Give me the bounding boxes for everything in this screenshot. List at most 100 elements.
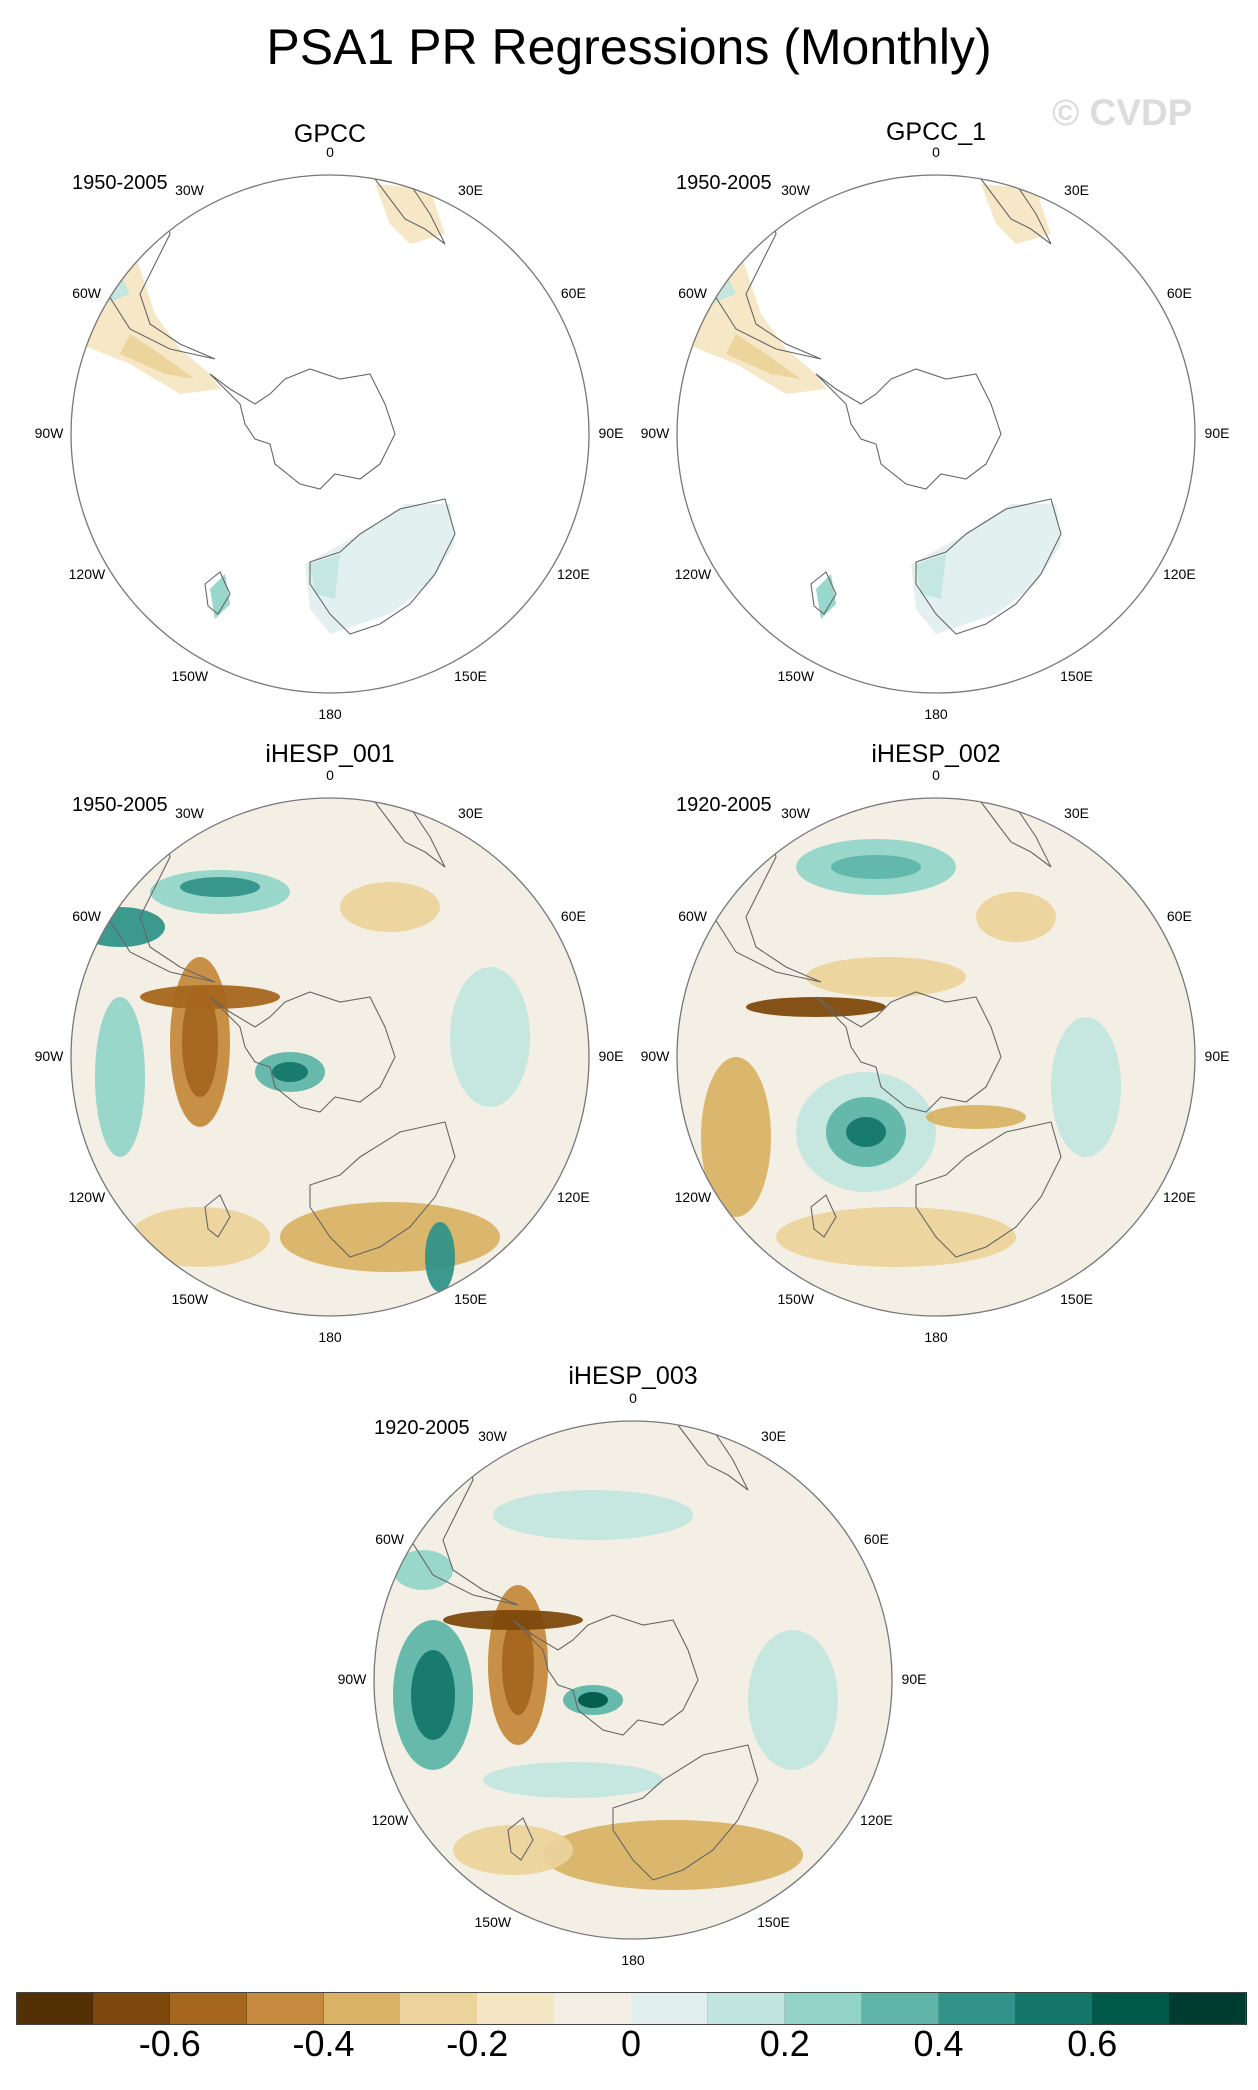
contour-region bbox=[493, 1490, 693, 1540]
colorbar-swatch bbox=[323, 1992, 401, 2025]
longitude-label: 150W bbox=[777, 668, 815, 685]
contour-region bbox=[310, 554, 340, 599]
longitude-label: 150E bbox=[454, 1291, 487, 1308]
longitude-label: 30W bbox=[781, 181, 810, 198]
contour-region bbox=[831, 855, 921, 879]
map-outline bbox=[70, 797, 590, 1317]
longitude-label: 60E bbox=[1166, 284, 1192, 301]
coastline bbox=[309, 1121, 456, 1258]
longitude-label: 150E bbox=[1060, 668, 1093, 685]
colorbar-tick-label: -0.2 bbox=[446, 2023, 509, 2064]
contour-region bbox=[272, 1062, 308, 1082]
polar-map bbox=[676, 797, 1196, 1317]
contour-region bbox=[578, 1692, 608, 1708]
longitude-label: 180 bbox=[924, 706, 948, 722]
longitude-label: 30W bbox=[175, 181, 204, 198]
contour-region bbox=[180, 877, 260, 897]
polar-map bbox=[373, 1420, 893, 1940]
colorbar-swatch bbox=[861, 1992, 939, 2025]
contour-region bbox=[701, 1057, 771, 1217]
longitude-label: 30W bbox=[175, 804, 204, 821]
longitude-label: 180 bbox=[318, 706, 342, 722]
longitude-label: 150E bbox=[1060, 1291, 1093, 1308]
map-disk bbox=[71, 798, 589, 1316]
panel-years: 1950-2005 bbox=[676, 172, 772, 194]
contour-region bbox=[375, 184, 445, 244]
contour-region bbox=[926, 1105, 1026, 1129]
coastline bbox=[915, 1121, 1062, 1258]
contour-region bbox=[120, 334, 195, 379]
map-disk bbox=[374, 1421, 892, 1939]
coastline bbox=[209, 368, 396, 490]
longitude-label: 90W bbox=[640, 1048, 670, 1064]
contour-region bbox=[305, 504, 455, 634]
contour-region bbox=[182, 987, 218, 1097]
longitude-label: 60W bbox=[678, 907, 708, 924]
contour-region bbox=[453, 1825, 573, 1875]
colorbar-swatch bbox=[1169, 1992, 1247, 2025]
panel-title: GPCC bbox=[293, 120, 367, 148]
colorbar-frame bbox=[16, 1992, 1246, 2025]
longitude-label: 180 bbox=[621, 1952, 645, 1968]
longitude-label: 0 bbox=[932, 144, 940, 160]
panel-years: 1920-2005 bbox=[676, 794, 772, 816]
longitude-label: 60W bbox=[72, 284, 102, 301]
colorbar-swatch bbox=[169, 1992, 248, 2025]
colorbar-tick-label: 0.2 bbox=[759, 2023, 810, 2064]
longitude-label: 120W bbox=[68, 1188, 106, 1205]
longitude-label: 120W bbox=[674, 1188, 712, 1205]
coastline bbox=[507, 1817, 534, 1861]
contour-region bbox=[916, 554, 946, 599]
coastline bbox=[512, 1614, 699, 1736]
longitude-label: 30W bbox=[478, 1427, 507, 1444]
contour-region bbox=[746, 997, 886, 1017]
watermark-logo: © CVDP bbox=[1052, 92, 1193, 133]
contour-region bbox=[411, 1650, 455, 1740]
coastline bbox=[309, 498, 456, 635]
longitude-label: 30E bbox=[458, 804, 483, 821]
coastline bbox=[810, 571, 837, 615]
panel-years: 1950-2005 bbox=[72, 172, 168, 194]
contour-region bbox=[543, 1820, 803, 1890]
longitude-label: 90E bbox=[901, 1671, 927, 1687]
contour-region bbox=[726, 334, 801, 379]
colorbar-swatch bbox=[707, 1992, 786, 2025]
map-disk bbox=[677, 798, 1195, 1316]
longitude-label: 0 bbox=[326, 144, 334, 160]
longitude-label: 30E bbox=[458, 181, 483, 198]
contour-region bbox=[450, 967, 530, 1107]
coastline bbox=[204, 571, 231, 615]
contour-region bbox=[210, 574, 230, 619]
map-outline bbox=[373, 1420, 893, 1940]
longitude-label: 180 bbox=[924, 1329, 948, 1345]
colorbar-tick-label: 0.6 bbox=[1067, 2023, 1118, 2064]
contour-region bbox=[425, 1222, 455, 1292]
longitude-label: 60W bbox=[72, 907, 102, 924]
panel-title: GPCC_1 bbox=[885, 118, 987, 146]
contour-region bbox=[340, 882, 440, 932]
colorbar-tick-label: 0 bbox=[620, 2023, 642, 2064]
colorbar-tick-label: -0.4 bbox=[292, 2023, 355, 2064]
contour-region bbox=[846, 1117, 886, 1147]
polar-map bbox=[70, 797, 590, 1317]
longitude-label: 60E bbox=[863, 1530, 889, 1547]
colorbar-swatch bbox=[246, 1992, 324, 2025]
coastline bbox=[815, 991, 1002, 1113]
longitude-label: 0 bbox=[326, 767, 334, 783]
longitude-label: 120E bbox=[859, 1811, 893, 1828]
longitude-label: 90E bbox=[598, 1048, 624, 1064]
coastline bbox=[915, 498, 1062, 635]
longitude-label: 30E bbox=[1064, 181, 1089, 198]
contour-region bbox=[393, 1550, 453, 1590]
map-disk bbox=[71, 175, 589, 693]
colorbar-swatch bbox=[784, 1992, 863, 2025]
longitude-label: 150W bbox=[777, 1291, 815, 1308]
page-title: PSA1 PR Regressions (Monthly) bbox=[266, 19, 992, 75]
colorbar-tick-label: 0.4 bbox=[913, 2023, 964, 2064]
longitude-label: 120E bbox=[1162, 1188, 1196, 1205]
longitude-label: 90E bbox=[1204, 425, 1230, 441]
contour-region bbox=[981, 184, 1051, 244]
panel-title: iHESP_003 bbox=[568, 1362, 698, 1390]
contour-region bbox=[483, 1762, 663, 1798]
polar-map bbox=[70, 174, 590, 694]
